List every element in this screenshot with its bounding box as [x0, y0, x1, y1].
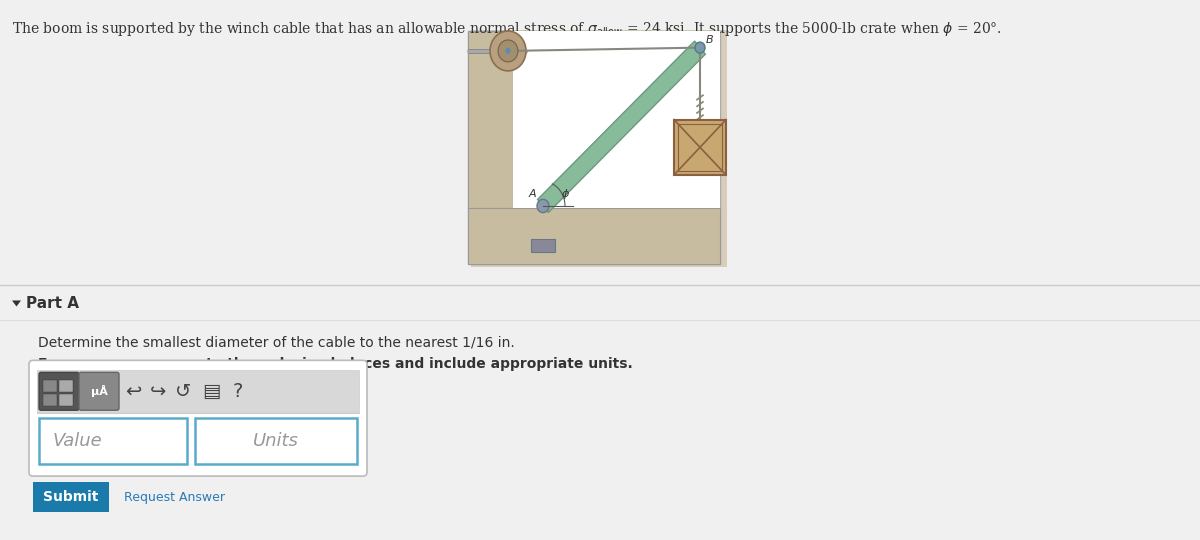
- Text: Units: Units: [253, 432, 299, 450]
- FancyBboxPatch shape: [43, 380, 58, 392]
- Text: A: A: [529, 189, 536, 199]
- FancyBboxPatch shape: [514, 31, 720, 208]
- FancyBboxPatch shape: [530, 239, 554, 253]
- Text: Determine the smallest diameter of the cable to the nearest 1/16 in.: Determine the smallest diameter of the c…: [38, 335, 515, 349]
- Text: Request Answer: Request Answer: [124, 490, 226, 504]
- Circle shape: [695, 42, 706, 53]
- Text: ↩: ↩: [125, 382, 142, 401]
- Text: μÅ: μÅ: [90, 385, 108, 397]
- FancyBboxPatch shape: [470, 30, 727, 267]
- Text: The boom is supported by the winch cable that has an allowable normal stress of : The boom is supported by the winch cable…: [12, 20, 1002, 38]
- Polygon shape: [12, 300, 22, 307]
- FancyBboxPatch shape: [59, 380, 73, 392]
- Circle shape: [538, 199, 550, 213]
- FancyBboxPatch shape: [38, 418, 187, 464]
- FancyBboxPatch shape: [34, 482, 109, 512]
- Text: Submit: Submit: [43, 490, 98, 504]
- Text: Value: Value: [53, 432, 103, 450]
- Text: Part A: Part A: [26, 296, 79, 311]
- FancyBboxPatch shape: [674, 119, 726, 175]
- FancyBboxPatch shape: [59, 394, 73, 406]
- Text: B: B: [706, 35, 714, 45]
- FancyBboxPatch shape: [37, 370, 359, 412]
- FancyBboxPatch shape: [194, 418, 358, 464]
- FancyBboxPatch shape: [79, 372, 119, 410]
- FancyBboxPatch shape: [468, 31, 514, 208]
- Circle shape: [505, 48, 511, 54]
- Text: $\phi$: $\phi$: [562, 187, 570, 201]
- FancyBboxPatch shape: [29, 360, 367, 476]
- FancyBboxPatch shape: [38, 372, 79, 410]
- Polygon shape: [538, 41, 706, 213]
- FancyBboxPatch shape: [468, 208, 720, 264]
- Circle shape: [490, 31, 526, 71]
- Text: ↺: ↺: [175, 382, 191, 401]
- FancyBboxPatch shape: [468, 31, 720, 264]
- Text: Express your answer to three decimal places and include appropriate units.: Express your answer to three decimal pla…: [38, 357, 632, 372]
- Circle shape: [498, 40, 518, 62]
- FancyBboxPatch shape: [43, 394, 58, 406]
- Text: ▤: ▤: [202, 382, 220, 401]
- Text: ↪: ↪: [150, 382, 166, 401]
- Text: ?: ?: [233, 382, 244, 401]
